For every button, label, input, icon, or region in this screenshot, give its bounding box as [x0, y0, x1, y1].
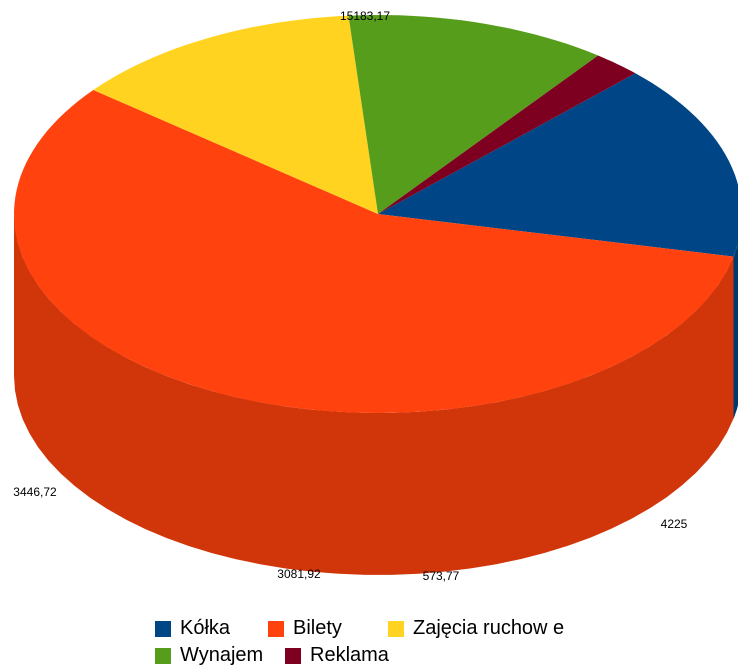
pie-slice-wynajem — [348, 15, 599, 214]
pie-side-kolka — [733, 243, 738, 419]
legend-swatch-kolka — [155, 620, 171, 637]
legend-label-wynajem: Wynajem — [180, 644, 264, 666]
legend-label-zajecia-ruchowe: Zajęcia ruchow e — [413, 617, 565, 639]
pie-slice-bilety — [14, 90, 734, 413]
legend-item-reklama: Reklama — [285, 644, 389, 667]
pie-slice-reklama — [378, 55, 636, 214]
legend-item-wynajem: Wynajem — [155, 644, 285, 667]
pie-chart-plot: 4225 15183,17 3446,72 3081,92 573,77 — [13, 9, 738, 583]
legend: Kółka Bilety Zajęcia ruchow e Wynajem Re… — [155, 615, 615, 669]
legend-label-bilety: Bilety — [293, 617, 342, 639]
legend-item-zajecia-ruchowe: Zajęcia ruchow e — [388, 617, 564, 640]
legend-swatch-zajecia-ruchowe — [388, 620, 404, 637]
legend-item-kolka: Kółka — [155, 617, 268, 640]
data-label-wynajem: 3081,92 — [277, 567, 321, 581]
data-label-reklama: 573,77 — [423, 569, 460, 583]
data-label-zajecia-ruchowe: 3446,72 — [13, 485, 57, 499]
data-label-bilety: 15183,17 — [340, 9, 390, 23]
legend-item-bilety: Bilety — [268, 617, 388, 640]
legend-swatch-reklama — [285, 647, 301, 664]
pie-slice-zajecia-ruchowe — [93, 15, 379, 215]
data-label-kolka: 4225 — [661, 517, 688, 531]
legend-label-kolka: Kółka — [180, 617, 231, 639]
pie-side-bilety — [14, 214, 734, 575]
legend-label-reklama: Reklama — [310, 644, 389, 666]
legend-swatch-wynajem — [155, 647, 171, 664]
legend-swatch-bilety — [268, 620, 284, 637]
pie-slice-kolka — [378, 73, 738, 257]
